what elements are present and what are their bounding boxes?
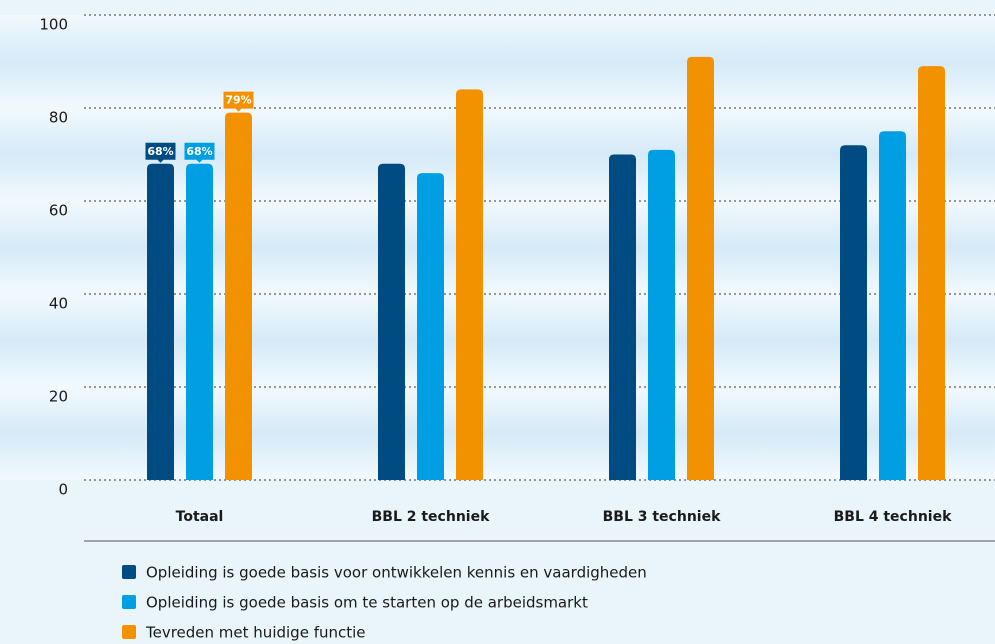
bar xyxy=(186,163,213,481)
bar xyxy=(879,131,906,480)
legend-swatch xyxy=(122,625,136,639)
legend-swatch xyxy=(122,595,136,609)
bar xyxy=(417,173,444,480)
value-label: 68% xyxy=(147,145,173,158)
x-tick-label: BBL 4 techniek xyxy=(834,509,952,525)
legend-label: Opleiding is goede basis om te starten o… xyxy=(146,594,588,612)
grid-band xyxy=(0,15,995,108)
y-tick-label: 0 xyxy=(58,481,68,499)
y-tick-label: 20 xyxy=(49,388,68,406)
value-label-box xyxy=(223,91,254,112)
y-tick-label: 40 xyxy=(49,295,68,313)
bar xyxy=(456,89,483,481)
bar xyxy=(609,154,636,480)
x-tick-label: BBL 2 techniek xyxy=(372,509,490,525)
legend-label: Tevreden met huidige functie xyxy=(145,624,366,642)
y-tick-label: 100 xyxy=(39,16,68,34)
bar xyxy=(378,163,405,481)
plot-background xyxy=(0,15,995,480)
y-tick-label: 60 xyxy=(49,202,68,220)
bar xyxy=(648,149,675,480)
bar xyxy=(918,66,945,481)
bar xyxy=(225,112,252,481)
legend-swatch xyxy=(122,565,136,579)
bar xyxy=(840,145,867,480)
legend-label: Opleiding is goede basis voor ontwikkele… xyxy=(146,564,647,582)
value-label-box xyxy=(184,142,215,163)
x-tick-label: BBL 3 techniek xyxy=(603,509,721,525)
y-tick-label: 80 xyxy=(49,109,68,127)
value-label: 79% xyxy=(225,94,251,107)
value-label-box xyxy=(145,142,176,163)
bar xyxy=(147,163,174,481)
value-label: 68% xyxy=(186,145,212,158)
bar xyxy=(687,56,714,480)
x-tick-label: Totaal xyxy=(176,509,224,525)
